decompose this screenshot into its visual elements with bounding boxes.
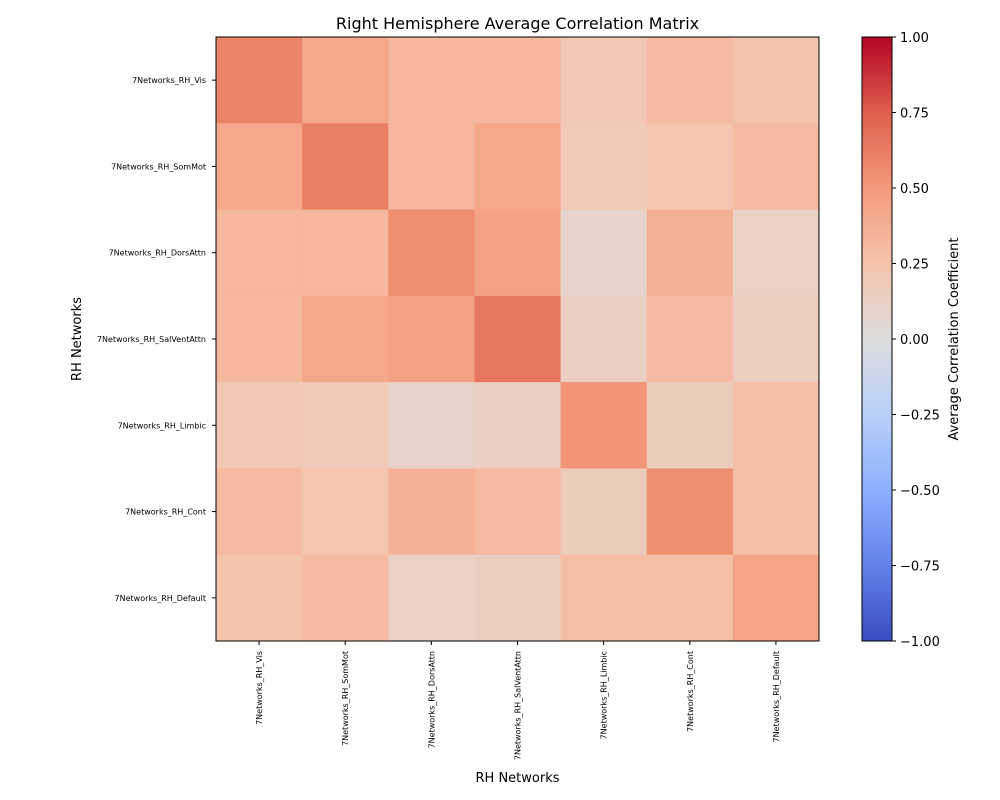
heatmap-cell xyxy=(732,554,820,642)
heatmap-cell xyxy=(216,209,303,297)
colorbar-tick-label: 1.00 xyxy=(900,31,929,46)
colorbar-tick-label: 0.50 xyxy=(900,182,929,197)
heatmap-cell xyxy=(216,295,303,383)
heatmap-cell xyxy=(302,295,389,383)
x-axis-ticks: 7Networks_RH_Vis 7Networks_RH_SomMot 7Netw… xyxy=(255,641,781,760)
y-tick-label: 7Networks_RH_Default xyxy=(115,594,206,603)
heatmap-cell xyxy=(732,295,820,383)
y-axis-ticks: 7Networks_RH_Vis 7Networks_RH_SomMot 7Netw… xyxy=(97,76,216,603)
y-tick-label: 7Networks_RH_SomMot xyxy=(111,162,206,171)
heatmap-cell xyxy=(646,209,734,297)
heatmap-cell xyxy=(388,123,475,211)
heatmap-cell xyxy=(216,382,303,469)
heatmap-cell xyxy=(732,209,820,297)
y-tick-label: 7Networks_RH_SalVentAttn xyxy=(97,335,206,344)
heatmap-cell xyxy=(732,123,820,211)
heatmap-cell xyxy=(216,468,303,556)
heatmap-cell xyxy=(474,37,562,124)
heatmap-cell xyxy=(646,123,734,211)
heatmap-cell xyxy=(560,468,648,556)
heatmap-cell xyxy=(474,382,562,469)
heatmap-cell xyxy=(388,37,475,124)
heatmap-cell xyxy=(560,382,648,469)
heatmap-cell xyxy=(216,554,303,642)
heatmap-cell xyxy=(302,554,389,642)
heatmap-cell xyxy=(474,468,562,556)
colorbar-tick-label: −0.50 xyxy=(900,484,940,499)
heatmap-cell xyxy=(388,382,475,469)
colorbar-tick-label: 0.75 xyxy=(900,107,929,122)
colorbar-tick-label: −1.00 xyxy=(900,635,940,650)
heatmap-cell xyxy=(302,382,389,469)
heatmap-cell xyxy=(646,468,734,556)
chart-title: Right Hemisphere Average Correlation Mat… xyxy=(336,14,699,33)
y-tick-label: 7Networks_RH_Limbic xyxy=(118,421,206,430)
heatmap-cell xyxy=(732,468,820,556)
x-tick-label: 7Networks_RH_SomMot xyxy=(341,651,350,746)
x-tick-label: 7Networks_RH_SalVentAttn xyxy=(514,651,523,760)
colorbar xyxy=(862,37,892,641)
heatmap-cell xyxy=(474,295,562,383)
heatmap-cell xyxy=(302,123,389,211)
heatmap-cell xyxy=(732,382,820,469)
y-tick-label: 7Networks_RH_Cont xyxy=(125,508,206,517)
heatmap-cell xyxy=(646,295,734,383)
colorbar-ticks: −1.00 −0.75 −0.50 −0.25 0.00 0.25 0.50 0.75 1.00 xyxy=(892,31,940,650)
heatmap-cell xyxy=(302,37,389,124)
colorbar-tick-label: −0.75 xyxy=(900,560,940,575)
heatmap-cell xyxy=(302,209,389,297)
heatmap-cell xyxy=(388,554,475,642)
x-tick-label: 7Networks_RH_Default xyxy=(772,651,781,742)
x-axis-label: RH Networks xyxy=(476,771,560,786)
heatmap-cell xyxy=(216,123,303,211)
heatmap-cell xyxy=(560,123,648,211)
heatmap-cell xyxy=(388,468,475,556)
y-axis-label: RH Networks xyxy=(70,297,85,381)
heatmap-cell xyxy=(388,209,475,297)
x-tick-label: 7Networks_RH_Cont xyxy=(686,651,695,732)
heatmap-cell xyxy=(646,554,734,642)
x-tick-label: 7Networks_RH_Limbic xyxy=(600,651,609,739)
heatmap-cell xyxy=(646,382,734,469)
colorbar-tick-label: −0.25 xyxy=(900,409,940,424)
heatmap-cell xyxy=(302,468,389,556)
heatmap-cell xyxy=(646,37,734,124)
heatmap-cell xyxy=(560,295,648,383)
heatmap-cell xyxy=(474,209,562,297)
heatmap-cell xyxy=(560,37,648,124)
colorbar-tick-label: 0.25 xyxy=(900,258,929,273)
heatmap-cell xyxy=(560,554,648,642)
x-tick-label: 7Networks_RH_Vis xyxy=(255,651,264,725)
heatmap-cell xyxy=(560,209,648,297)
x-tick-label: 7Networks_RH_DorsAttn xyxy=(427,651,436,748)
y-tick-label: 7Networks_RH_Vis xyxy=(132,76,206,85)
heatmap-cell xyxy=(474,554,562,642)
y-tick-label: 7Networks_RH_DorsAttn xyxy=(109,249,206,258)
heatmap-cell xyxy=(388,295,475,383)
heatmap-cell xyxy=(216,37,303,124)
colorbar-label: Average Correlation Coefficient xyxy=(947,237,962,440)
heatmap-cells xyxy=(216,37,820,642)
heatmap-cell xyxy=(732,37,820,124)
colorbar-tick-label: 0.00 xyxy=(900,333,929,348)
heatmap-cell xyxy=(474,123,562,211)
